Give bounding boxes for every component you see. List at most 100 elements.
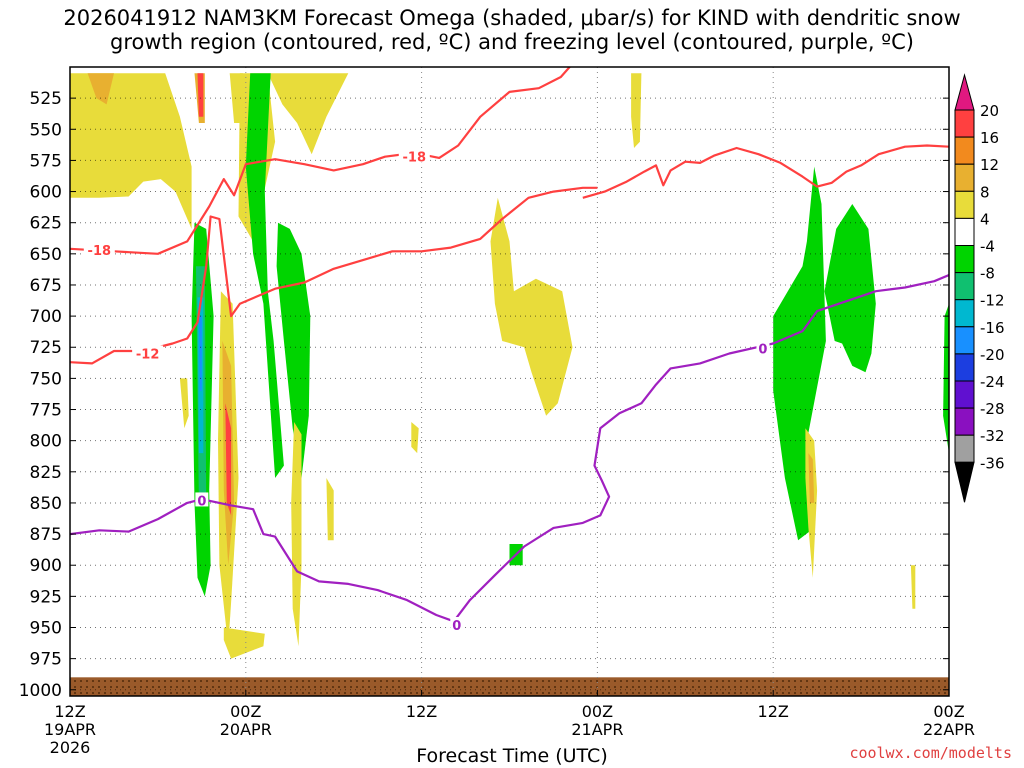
omega-shaded-region [198, 316, 202, 391]
y-tick-label: 750 [30, 369, 62, 389]
omega-shaded-region [179, 378, 189, 429]
y-tick-label: 800 [30, 432, 62, 452]
omega-shaded-region [197, 73, 204, 117]
dgz-isotherm-line [582, 144, 949, 199]
colorbar-label: -16 [980, 319, 1005, 337]
y-tick-label: 625 [30, 214, 62, 234]
x-tick-label: 21APR [571, 720, 623, 739]
contour-label: 0 [452, 619, 461, 634]
colorbar-top-arrow [954, 73, 975, 111]
omega-shaded-region [631, 73, 642, 148]
omega-shaded-region [225, 403, 232, 516]
omega-shaded-region [910, 565, 916, 609]
dgz-isotherm-line [70, 186, 598, 365]
y-tick-label: 900 [30, 556, 62, 576]
omega-shading [70, 73, 949, 659]
omega-shaded-region [411, 422, 419, 454]
colorbar-label: -28 [980, 400, 1005, 418]
y-tick-label: 950 [30, 618, 62, 638]
x-tick-label: 20APR [220, 720, 272, 739]
colorbar-label: 16 [980, 129, 999, 147]
colorbar-label: -12 [980, 292, 1005, 310]
contour-label-bg [450, 617, 464, 632]
omega-shaded-region [808, 453, 815, 503]
omega-shaded-region [291, 422, 302, 647]
contour-label: -12 [136, 347, 160, 362]
y-tick-label: 725 [30, 338, 62, 358]
omega-shaded-region [490, 197, 573, 416]
colorbar-swatch [954, 299, 975, 328]
omega-shaded-region [326, 478, 334, 541]
colorbar-label: 12 [980, 156, 999, 174]
colorbar-swatch [954, 434, 975, 463]
x-tick-label: 12Z [758, 702, 789, 721]
y-tick-label: 975 [30, 650, 62, 670]
y-axis: 525 550 575 600 625 650 675 700 725 750 775 800 825 8… [19, 89, 949, 701]
contour-label-bg [83, 242, 115, 257]
y-tick-label: 925 [30, 587, 62, 607]
x-tick-label: 12Z [406, 702, 437, 721]
colorbar-label: -4 [980, 238, 995, 256]
colorbar-label: 20 [980, 102, 999, 120]
colorbar: 20 16 12 8 4 -4 -8 -12 -16 -20 -24 -28 -32 -36 [954, 73, 1005, 503]
omega-shaded-region [824, 204, 876, 373]
colorbar-label: -8 [980, 265, 995, 283]
y-tick-label: 675 [30, 276, 62, 296]
colorbar-swatch [954, 136, 975, 165]
colorbar-label: 8 [980, 183, 990, 201]
contour-label: -18 [88, 244, 112, 259]
omega-shaded-region [805, 428, 818, 578]
x-axis-title: Forecast Time (UTC) [416, 745, 608, 767]
colorbar-label: -24 [980, 373, 1005, 391]
plot-frame [69, 66, 950, 697]
omega-shaded-region [773, 166, 826, 541]
contour-label: -18 [403, 151, 427, 166]
x-tick-label: 19APR [44, 720, 96, 739]
omega-shaded-region [87, 73, 114, 105]
colorbar-bottom-arrow [954, 461, 975, 503]
colorbar-label: -32 [980, 427, 1005, 445]
omega-shaded-region [70, 73, 192, 229]
x-tick-label: 12Z [54, 702, 85, 721]
x-tick-label: 00Z [582, 702, 613, 721]
colorbar-swatch [954, 272, 975, 301]
omega-shaded-region [245, 73, 284, 478]
colorbar-swatch [954, 190, 975, 219]
x-tick-label: 00Z [933, 702, 964, 721]
colorbar-swatch [954, 353, 975, 382]
contour-label-bg [132, 345, 164, 360]
y-tick-label: 600 [30, 183, 62, 203]
colorbar-swatch [954, 109, 975, 138]
y-tick-label: 525 [30, 89, 62, 109]
y-tick-label: 850 [30, 494, 62, 514]
freezing-level-line [70, 273, 949, 623]
title-line-1: 2026041912 NAM3KM Forecast Omega (shaded… [63, 6, 961, 30]
colorbar-swatch [954, 245, 975, 274]
y-tick-label: 1000 [19, 681, 62, 701]
colorbar-label: 4 [980, 210, 990, 228]
x-tick-label: 22APR [923, 720, 975, 739]
omega-shaded-region [223, 627, 265, 659]
colorbar-swatch [954, 407, 975, 436]
contour-label-bg [756, 340, 770, 355]
site-credit: coolwx.com/modelts [849, 744, 1012, 762]
y-tick-label: 775 [30, 401, 62, 421]
omega-shaded-region [267, 73, 349, 155]
x-tick-label: 00Z [230, 702, 261, 721]
colorbar-swatch [954, 326, 975, 355]
terrain-dots [70, 677, 949, 696]
y-tick-label: 825 [30, 463, 62, 483]
colorbar-swatch [954, 163, 975, 192]
contour-label: 0 [197, 494, 206, 509]
colorbar-swatch [954, 380, 975, 409]
y-tick-label: 875 [30, 525, 62, 545]
y-tick-label: 650 [30, 245, 62, 265]
title-line-2: growth region (contoured, red, ºC) and f… [110, 30, 914, 54]
colorbar-label: -36 [980, 454, 1005, 472]
y-tick-label: 550 [30, 120, 62, 140]
colorbar-label: -20 [980, 346, 1005, 364]
contour-label-bg [398, 148, 430, 163]
colorbar-swatch [954, 217, 975, 246]
